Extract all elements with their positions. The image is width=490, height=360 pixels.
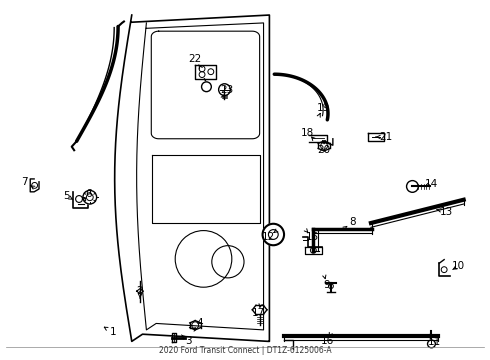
Text: 6: 6 xyxy=(85,189,92,199)
Text: 17: 17 xyxy=(252,308,265,318)
Text: 23: 23 xyxy=(220,85,233,95)
Circle shape xyxy=(83,190,97,204)
Circle shape xyxy=(175,231,232,287)
Text: 7: 7 xyxy=(21,177,28,187)
Text: 3: 3 xyxy=(186,336,192,346)
Circle shape xyxy=(212,246,244,278)
Text: 10: 10 xyxy=(452,261,466,271)
Text: 18: 18 xyxy=(301,128,314,138)
Circle shape xyxy=(263,224,284,245)
Text: 21: 21 xyxy=(379,132,392,142)
Text: 5: 5 xyxy=(64,191,70,201)
Polygon shape xyxy=(151,31,260,139)
Circle shape xyxy=(428,340,435,348)
Text: 20: 20 xyxy=(318,144,331,154)
Text: 14: 14 xyxy=(425,179,438,189)
Text: 16: 16 xyxy=(320,336,334,346)
Circle shape xyxy=(75,195,82,202)
Text: 15: 15 xyxy=(306,232,319,242)
Text: 22: 22 xyxy=(189,54,202,64)
Text: 1: 1 xyxy=(110,327,117,337)
Text: 2020 Ford Transit Connect | DT1Z-6125006-A: 2020 Ford Transit Connect | DT1Z-6125006… xyxy=(159,346,331,355)
Text: 9: 9 xyxy=(324,280,330,290)
Text: 13: 13 xyxy=(440,207,453,217)
Circle shape xyxy=(407,181,418,192)
Circle shape xyxy=(219,84,230,95)
Text: 4: 4 xyxy=(197,319,203,328)
Text: 8: 8 xyxy=(349,217,356,227)
Text: 12: 12 xyxy=(262,232,275,242)
Text: 2: 2 xyxy=(137,286,144,296)
Polygon shape xyxy=(115,15,270,341)
Text: 11: 11 xyxy=(428,337,441,347)
Circle shape xyxy=(201,82,211,92)
Text: 19: 19 xyxy=(317,103,330,113)
